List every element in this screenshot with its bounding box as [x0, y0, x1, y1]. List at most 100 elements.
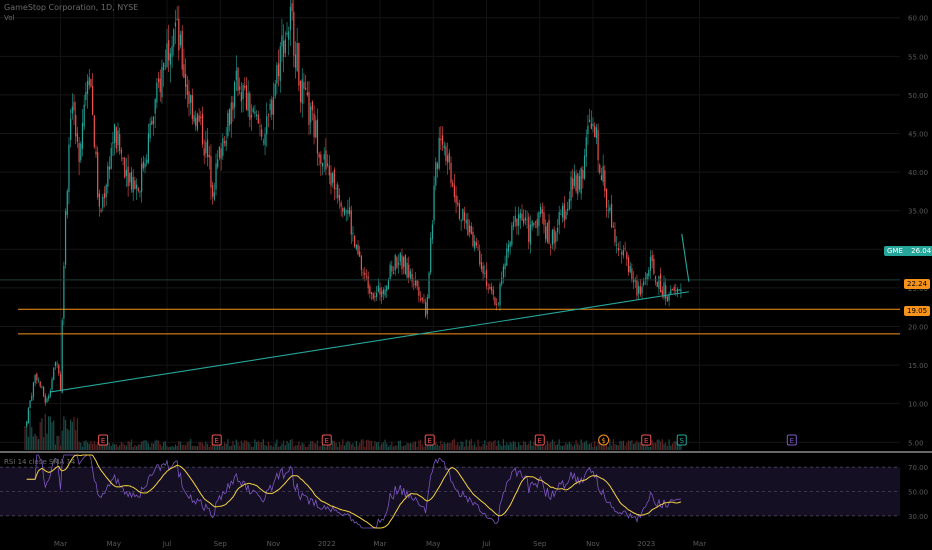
candle-body — [561, 206, 564, 218]
axes: 60.0055.0050.0045.0040.0035.0030.0025.00… — [0, 15, 932, 548]
candle-body — [365, 275, 368, 277]
candle-body — [80, 143, 82, 161]
volume-bar — [169, 446, 171, 450]
volume-bar — [291, 439, 293, 450]
volume-bar — [53, 420, 55, 450]
volume-bar — [164, 441, 166, 450]
volume-bar — [416, 446, 418, 450]
candle-body — [340, 202, 342, 207]
volume-bar — [678, 441, 680, 450]
volume-bar — [394, 445, 396, 450]
candle-body — [599, 164, 601, 173]
volume-bar — [448, 443, 450, 450]
volume-bar — [310, 441, 312, 450]
volume-bar — [61, 430, 63, 450]
candle-body — [201, 113, 204, 145]
volume-bar — [337, 446, 339, 450]
event-badges[interactable]: E E E E E E $ S E — [98, 434, 797, 446]
volume-bar — [37, 439, 40, 450]
candle-body — [186, 84, 188, 95]
volume-bar — [595, 446, 597, 450]
candle-body — [179, 34, 182, 46]
candle-body — [76, 133, 79, 142]
candle-body — [668, 294, 670, 301]
candle-body — [636, 280, 638, 296]
event-badge-label: E — [325, 437, 329, 445]
candle-body — [254, 111, 256, 114]
volume-bar — [303, 443, 305, 450]
candle-body — [218, 146, 221, 158]
event-badge: E — [786, 434, 797, 446]
volume-bar — [235, 439, 237, 450]
volume-bar — [568, 441, 570, 450]
volume-bar — [382, 442, 384, 450]
candle-body — [267, 114, 270, 116]
volume-bar — [354, 446, 356, 450]
event-badge: E — [534, 434, 545, 446]
volume-bar — [151, 443, 153, 450]
volume-bar — [480, 446, 483, 450]
trendline-rising — [49, 291, 689, 393]
candle-body — [496, 303, 498, 305]
volume-bar — [36, 436, 38, 450]
volume-bar — [234, 444, 236, 450]
candle-body — [58, 364, 60, 374]
volume-bar — [441, 444, 444, 450]
volume-bar — [110, 445, 112, 450]
candle-body — [626, 252, 628, 260]
volume-bar — [326, 445, 329, 450]
candle-body — [320, 154, 322, 164]
candle-body — [523, 219, 525, 224]
volume-bar — [577, 443, 579, 450]
volume-bar — [364, 446, 366, 450]
candle-body — [61, 320, 63, 393]
volume-bar — [39, 422, 41, 450]
volume-bar — [26, 421, 28, 450]
earnings-badge — [786, 434, 797, 446]
candle-body — [533, 223, 535, 226]
volume-bar — [134, 444, 136, 450]
level-tag-lower: 19.05 — [904, 306, 931, 316]
candle-body — [228, 109, 231, 126]
volume-bar — [288, 443, 290, 450]
candle-body — [281, 35, 283, 47]
candle-body — [235, 70, 237, 81]
candle-body — [244, 85, 246, 88]
candle-body — [592, 124, 594, 127]
candle-body — [135, 184, 138, 189]
volume-bar — [521, 444, 523, 450]
candle-body — [416, 280, 418, 287]
candle-body — [321, 162, 324, 167]
candle-body — [222, 138, 224, 156]
candle-body — [482, 266, 484, 274]
candle-body — [196, 113, 199, 130]
candle-body — [414, 279, 417, 286]
volume-bar — [362, 439, 364, 450]
earnings-badge — [676, 434, 687, 446]
volume-bar — [59, 445, 62, 450]
candle-body — [149, 123, 151, 139]
drawn-lines[interactable] — [0, 233, 900, 393]
volume-bar — [661, 439, 663, 450]
candle-body — [81, 122, 84, 149]
volume-bar — [298, 441, 300, 450]
volume-bar — [289, 439, 292, 450]
candle-body — [66, 190, 68, 215]
volume-bar — [369, 441, 371, 450]
volume-bar — [550, 441, 552, 450]
candle-body — [374, 296, 376, 298]
candle-body — [589, 119, 591, 123]
volume-bar — [533, 441, 535, 450]
candle-body — [582, 169, 584, 179]
volume-bar — [548, 443, 550, 450]
candle-body — [151, 120, 153, 125]
volume-bar — [414, 441, 417, 450]
candle-body — [164, 65, 166, 67]
candle-body — [548, 220, 550, 244]
candle-body — [166, 43, 168, 67]
volume-bar — [80, 442, 82, 450]
event-badge: S — [676, 434, 687, 446]
candle-body — [428, 272, 430, 299]
candle-body — [612, 226, 614, 228]
